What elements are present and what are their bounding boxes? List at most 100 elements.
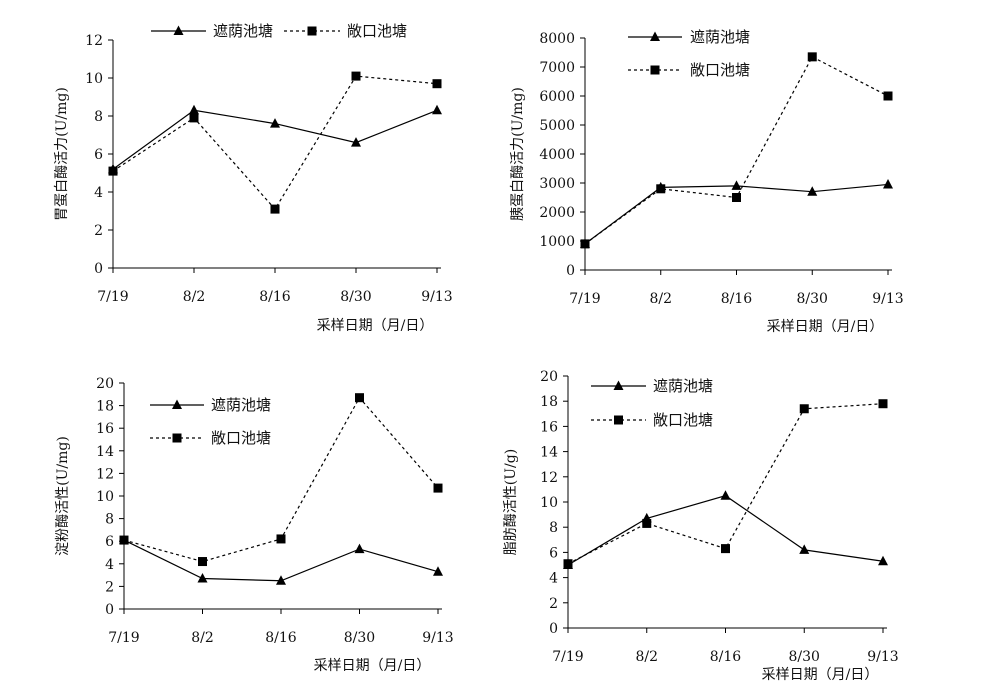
x-tick-label: 9/13	[421, 289, 452, 305]
y-tick-label: 4	[105, 557, 114, 573]
y-tick-label: 12	[96, 466, 114, 482]
y-axis-title: 脂肪酶活性(U/g)	[503, 449, 519, 555]
series-line-2	[112, 75, 438, 211]
x-tick-label: 8/16	[710, 649, 742, 665]
series-line-1	[123, 539, 439, 582]
x-axis-title: 采样日期（月/日）	[767, 319, 884, 335]
x-tick-label: 7/19	[108, 630, 139, 646]
data-point	[580, 239, 590, 249]
legend-label: 敞口池塘	[211, 429, 271, 447]
y-tick-label: 16	[96, 421, 114, 437]
y-tick-label: 4	[94, 185, 103, 201]
x-tick-label: 8/2	[191, 630, 214, 646]
data-point	[732, 193, 741, 202]
x-axis-title: 采样日期（月/日）	[762, 667, 879, 683]
data-point	[807, 186, 818, 196]
x-tick-label: 9/13	[872, 291, 903, 307]
data-point	[656, 184, 666, 194]
legend-marker	[650, 65, 660, 75]
data-point	[270, 118, 280, 128]
chart-panel-3: 0 2 4 6 8 10 12 14 16 18 20 7/19 8/2 8/16 8/30 9/13 采样日期…	[55, 376, 454, 674]
x-tick-label: 8/16	[259, 289, 291, 305]
data-point	[883, 178, 893, 189]
data-point	[432, 104, 442, 115]
data-point	[799, 404, 809, 414]
data-point	[197, 572, 208, 583]
data-point	[720, 490, 731, 500]
data-point	[276, 575, 286, 585]
y-axis-title: 淀粉酶活性(U/mg)	[55, 436, 71, 556]
data-point	[432, 79, 442, 89]
y-tick-label: 6	[94, 147, 103, 163]
y-tick-label: 10	[85, 71, 103, 87]
y-tick-label: 0	[566, 263, 575, 279]
data-point	[270, 204, 280, 214]
x-tick-label: 8/30	[340, 289, 371, 305]
x-axis-title: 采样日期（月/日）	[314, 658, 431, 674]
data-point	[878, 399, 888, 409]
y-tick-label: 8	[94, 109, 103, 125]
data-point	[189, 104, 199, 115]
x-tick-label: 8/30	[789, 649, 820, 665]
legend-label: 敞口池塘	[653, 411, 713, 429]
x-tick-label: 9/13	[422, 630, 453, 646]
y-tick-label: 14	[540, 445, 558, 461]
y-tick-label: 5000	[539, 118, 575, 134]
series-line-2	[567, 403, 884, 565]
data-point	[198, 557, 207, 567]
y-tick-label: 7000	[539, 60, 575, 76]
x-tick-label: 8/16	[721, 291, 753, 307]
x-tick-label: 8/2	[635, 649, 658, 665]
data-point	[807, 52, 817, 62]
legend-label: 遮荫池塘	[690, 28, 750, 46]
data-point	[731, 180, 742, 190]
y-tick-label: 4	[549, 571, 558, 587]
data-point	[883, 91, 893, 101]
legend-label: 敞口池塘	[690, 61, 750, 79]
y-tick-label: 6000	[539, 89, 575, 105]
legend-marker	[172, 433, 182, 443]
legend-label: 遮荫池塘	[213, 22, 273, 40]
legend-marker	[172, 399, 182, 409]
data-point	[721, 544, 730, 554]
y-tick-label: 14	[96, 444, 114, 460]
y-tick-label: 8000	[539, 31, 575, 47]
x-tick-label: 8/30	[344, 630, 375, 646]
y-tick-label: 0	[105, 602, 114, 618]
x-tick-label: 7/19	[97, 289, 128, 305]
chart-panel-4: 0 2 4 6 8 10 12 14 16 18 20 7/19 8/2 8/16 8/30 9/13 采样日期…	[503, 369, 899, 683]
y-tick-label: 4000	[539, 147, 575, 163]
data-point	[799, 544, 810, 554]
data-point	[351, 71, 361, 81]
x-tick-label: 7/19	[569, 291, 600, 307]
data-point	[108, 166, 118, 176]
legend-label: 遮荫池塘	[211, 396, 271, 414]
data-point	[433, 483, 443, 493]
data-point	[433, 566, 443, 576]
y-tick-label: 8	[549, 520, 558, 536]
y-tick-label: 2000	[539, 205, 575, 221]
y-tick-label: 18	[96, 399, 114, 415]
chart-panel-2: 0 1000 2000 3000 4000 5000 6000 7000 8000 7/19 8/2…	[510, 28, 904, 335]
x-tick-label: 7/19	[552, 649, 583, 665]
x-tick-label: 8/16	[265, 630, 297, 646]
y-tick-label: 6	[105, 534, 114, 550]
y-tick-label: 12	[85, 33, 103, 49]
legend-marker	[173, 25, 184, 35]
y-axis-title: 胰蛋白酶活力(U/mg)	[510, 87, 526, 221]
y-tick-label: 8	[105, 512, 114, 528]
y-tick-label: 2	[94, 223, 103, 239]
legend-marker	[650, 31, 660, 41]
x-axis-title: 采样日期（月/日）	[317, 318, 434, 334]
series-line-2	[584, 56, 889, 245]
y-tick-label: 3000	[539, 176, 575, 192]
data-point	[355, 393, 364, 403]
x-tick-label: 9/13	[867, 649, 898, 665]
legend-label: 敞口池塘	[347, 22, 407, 40]
x-tick-label: 8/2	[183, 289, 206, 305]
y-tick-label: 16	[540, 419, 558, 435]
y-tick-label: 6	[549, 545, 558, 561]
y-axis-title: 胃蛋白酶活力(U/mg)	[54, 87, 70, 221]
